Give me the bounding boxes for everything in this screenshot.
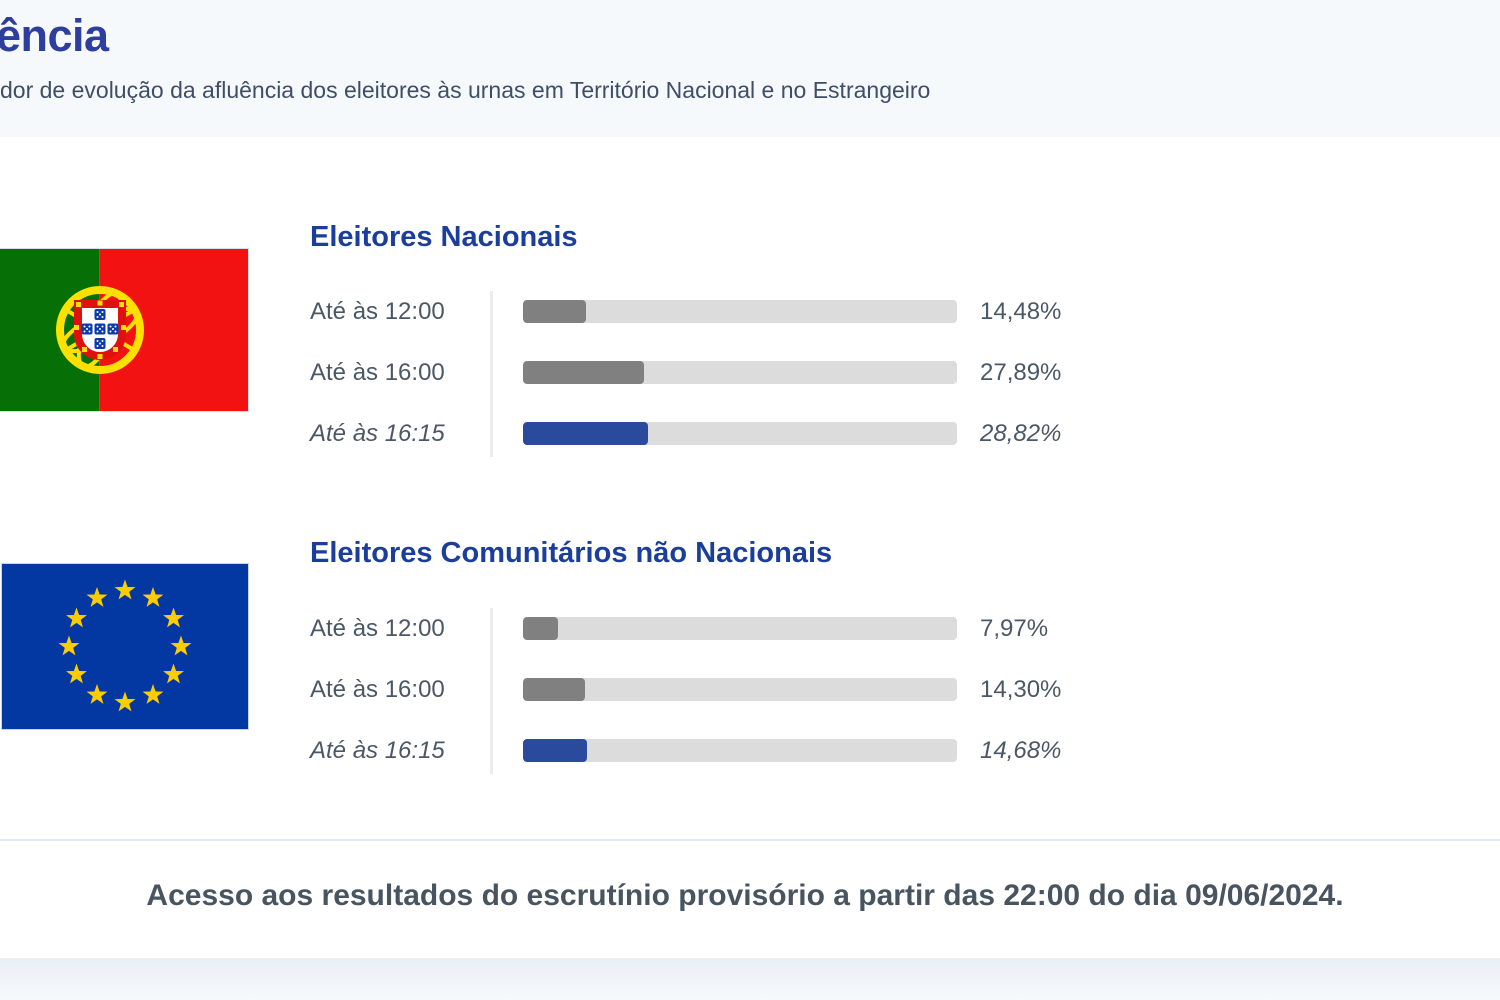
progress-bar-fill <box>523 678 586 701</box>
page-subtitle: dor de evolução da afluência dos eleitor… <box>0 77 931 103</box>
time-label: Até às 12:00 <box>310 297 445 325</box>
progress-bar-fill <box>523 617 558 640</box>
progress-bar-track <box>523 739 957 762</box>
progress-bar-track <box>523 617 957 640</box>
percent-value: 14,48% <box>980 297 1062 325</box>
time-label: Até às 16:00 <box>310 675 445 703</box>
results-notice: Acesso aos resultados do escrutínio prov… <box>146 879 1344 912</box>
progress-bar-track <box>523 361 957 384</box>
header-band: ência dor de evolução da afluência dos e… <box>0 0 1500 137</box>
european-union-flag-icon <box>2 564 248 729</box>
percent-value: 14,68% <box>980 736 1062 764</box>
turnout-row: Até às 12:00 14,48% <box>310 297 1410 325</box>
progress-bar-fill <box>523 422 649 445</box>
percent-value: 7,97% <box>980 614 1049 642</box>
page-title: ência <box>0 10 109 61</box>
time-label: Até às 12:00 <box>310 614 445 642</box>
vertical-divider-eu <box>490 608 493 774</box>
time-label: Até às 16:15 <box>310 736 445 764</box>
progress-bar-track <box>523 300 957 323</box>
turnout-rows-national: Até às 12:00 14,48% Até às 16:00 27,89% … <box>310 297 1410 483</box>
turnout-row: Até às 12:00 7,97% <box>310 614 1410 642</box>
turnout-row-latest: Até às 16:15 14,68% <box>310 736 1410 764</box>
time-label: Até às 16:00 <box>310 358 445 386</box>
percent-value: 28,82% <box>980 419 1062 447</box>
turnout-row: Até às 16:00 27,89% <box>310 358 1410 386</box>
percent-value: 14,30% <box>980 675 1062 703</box>
time-label: Até às 16:15 <box>310 419 445 447</box>
section-heading-national: Eleitores Nacionais <box>310 221 578 253</box>
progress-bar-fill <box>523 300 586 323</box>
progress-bar-track <box>523 678 957 701</box>
percent-value: 27,89% <box>980 358 1062 386</box>
horizontal-divider <box>0 839 1500 841</box>
section-heading-eu: Eleitores Comunitários não Nacionais <box>310 537 833 569</box>
progress-bar-fill <box>523 739 587 762</box>
turnout-row: Até às 16:00 14,30% <box>310 675 1410 703</box>
turnout-row-latest: Até às 16:15 28,82% <box>310 419 1410 447</box>
bottom-band <box>0 958 1500 1000</box>
turnout-rows-eu: Até às 12:00 7,97% Até às 16:00 14,30% A… <box>310 614 1410 800</box>
progress-bar-fill <box>523 361 645 384</box>
portugal-flag-icon <box>0 249 248 411</box>
vertical-divider-national <box>490 291 493 457</box>
progress-bar-track <box>523 422 957 445</box>
